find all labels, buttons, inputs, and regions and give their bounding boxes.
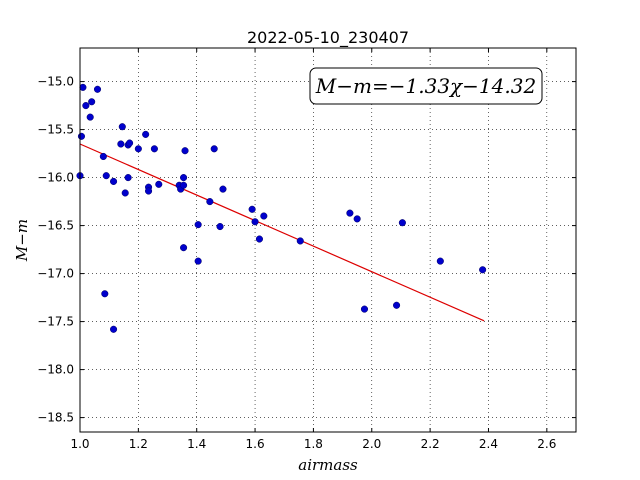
y-axis-label: M−m [13,219,31,262]
data-point [121,189,129,197]
x-tick-label: 1.4 [187,437,206,451]
data-point [346,209,354,217]
y-tick-label: −16.5 [37,219,74,233]
y-tick-label: −15.5 [37,123,74,137]
data-point [88,98,96,106]
x-tick-label: 2.2 [421,437,440,451]
y-tick-label: −17.0 [37,267,74,281]
data-point [180,181,188,189]
x-tick-label: 1.0 [70,437,89,451]
data-point [86,113,94,121]
x-tick-label: 1.6 [246,437,265,451]
data-point [255,235,263,243]
plot-area [80,48,576,432]
data-point [150,145,158,153]
data-point [82,102,90,110]
data-point [393,301,401,309]
data-point [110,325,118,333]
data-point [110,177,118,185]
y-tick-label: −18.5 [37,411,74,425]
data-point [102,172,110,180]
y-axis-ticks: −15.0 −15.5 −16.0 −16.5 −17.0 −17.5 −18.0 −18.5 [37,75,576,425]
data-points [76,83,487,333]
chart-title: 2022-05-10_230407 [247,28,409,48]
data-point [93,85,102,93]
data-point [124,174,132,182]
x-tick-label: 2.0 [362,437,381,451]
fit-annotation: M−m=−1.33χ−14.32 [309,67,543,105]
data-point [145,187,153,195]
data-point [398,219,406,227]
fit-line [79,143,485,322]
data-point [194,257,202,265]
x-axis-label: airmass [298,456,358,474]
x-tick-label: 1.2 [129,437,148,451]
data-point [79,83,87,91]
data-point [180,244,188,252]
x-tick-label: 2.4 [479,437,498,451]
data-point [206,198,214,206]
data-point [479,266,487,274]
data-point [251,218,259,226]
data-point [134,145,142,153]
y-tick-label: −17.5 [37,315,74,329]
x-tick-label: 2.6 [537,437,556,451]
data-point [117,140,125,148]
y-tick-label: −16.0 [37,171,74,185]
data-point [216,223,224,231]
data-point [101,290,109,298]
y-tick-label: −18.0 [37,363,74,377]
data-point [260,212,268,220]
y-tick-label: −15.0 [37,75,74,89]
data-point [77,132,86,140]
data-point [219,185,227,193]
annotation-text: M−m=−1.33χ−14.32 [315,74,536,98]
data-point [142,130,150,138]
data-point [99,152,107,161]
data-point [180,174,188,182]
data-point [353,215,361,223]
x-tick-label: 1.8 [304,437,323,451]
data-point [126,139,134,147]
data-point [436,257,444,265]
data-point [248,205,256,213]
data-point [155,180,163,188]
data-point [181,147,189,155]
data-point [360,305,369,313]
data-point [194,221,202,229]
plot-frame [79,47,577,433]
data-point [118,123,126,131]
data-point [210,145,218,153]
annotation-box [309,67,543,105]
data-point [296,237,304,245]
